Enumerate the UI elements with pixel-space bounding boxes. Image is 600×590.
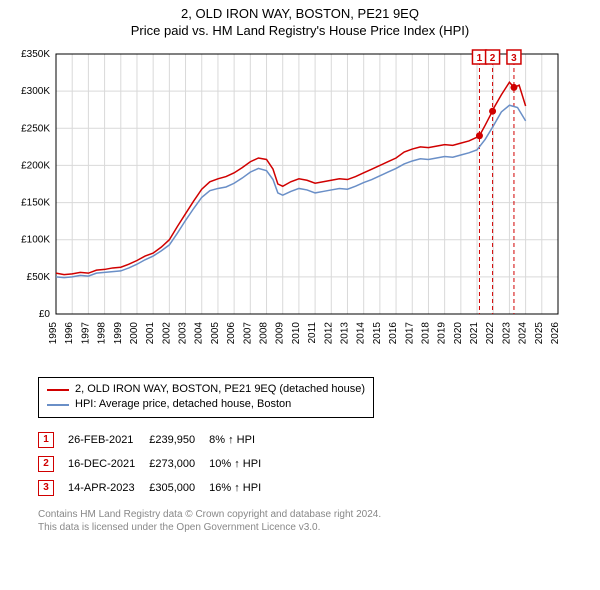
chart-title: 2, OLD IRON WAY, BOSTON, PE21 9EQ bbox=[8, 6, 592, 21]
marker-table-row: 3 14-APR-2023£305,00016% ↑ HPI bbox=[38, 476, 275, 500]
marker-table-number-box: 1 bbox=[38, 432, 54, 448]
marker-table: 1 26-FEB-2021£239,9508% ↑ HPI 2 16-DEC-2021… bbox=[38, 428, 275, 500]
footer-attribution: Contains HM Land Registry data © Crown c… bbox=[38, 508, 592, 535]
x-tick-label: 2023 bbox=[501, 322, 512, 345]
x-tick-label: 1995 bbox=[48, 322, 59, 345]
marker-number: 1 bbox=[477, 53, 483, 64]
marker-delta: 8% ↑ HPI bbox=[209, 428, 275, 452]
marker-delta: 10% ↑ HPI bbox=[209, 452, 275, 476]
x-tick-label: 1997 bbox=[80, 322, 91, 345]
x-tick-label: 2000 bbox=[129, 322, 140, 345]
marker-table-number-box: 2 bbox=[38, 456, 54, 472]
footer-line-2: This data is licensed under the Open Gov… bbox=[38, 521, 592, 535]
x-tick-label: 2017 bbox=[404, 322, 415, 345]
legend-row: HPI: Average price, detached house, Bost… bbox=[47, 397, 365, 412]
x-tick-label: 2020 bbox=[453, 322, 464, 345]
x-tick-label: 2001 bbox=[145, 322, 156, 345]
y-tick-label: £0 bbox=[39, 309, 51, 320]
legend-swatch bbox=[47, 389, 69, 391]
x-tick-label: 2007 bbox=[242, 322, 253, 345]
x-tick-label: 2011 bbox=[307, 322, 318, 344]
marker-price: £273,000 bbox=[149, 452, 209, 476]
legend-swatch bbox=[47, 404, 69, 406]
x-tick-label: 1996 bbox=[64, 322, 75, 345]
y-tick-label: £100K bbox=[21, 235, 50, 246]
legend-label: 2, OLD IRON WAY, BOSTON, PE21 9EQ (detac… bbox=[75, 382, 365, 397]
x-tick-label: 2005 bbox=[210, 322, 221, 345]
marker-number: 2 bbox=[490, 53, 496, 64]
footer-line-1: Contains HM Land Registry data © Crown c… bbox=[38, 508, 592, 522]
legend-box: 2, OLD IRON WAY, BOSTON, PE21 9EQ (detac… bbox=[38, 377, 374, 418]
x-tick-label: 2016 bbox=[388, 322, 399, 345]
y-tick-label: £150K bbox=[21, 198, 50, 209]
marker-price: £239,950 bbox=[149, 428, 209, 452]
marker-point bbox=[489, 108, 496, 115]
marker-point bbox=[476, 132, 483, 139]
x-tick-label: 2012 bbox=[323, 322, 334, 345]
x-tick-label: 2013 bbox=[339, 322, 350, 345]
x-tick-label: 2014 bbox=[356, 322, 367, 345]
marker-point bbox=[510, 84, 517, 91]
marker-table-number-box: 3 bbox=[38, 480, 54, 496]
legend-row: 2, OLD IRON WAY, BOSTON, PE21 9EQ (detac… bbox=[47, 382, 365, 397]
y-tick-label: £350K bbox=[21, 49, 50, 60]
x-tick-label: 2010 bbox=[291, 322, 302, 345]
x-tick-label: 2022 bbox=[485, 322, 496, 345]
x-tick-label: 2024 bbox=[518, 322, 529, 345]
x-tick-label: 2025 bbox=[534, 322, 545, 345]
x-tick-label: 2026 bbox=[550, 322, 561, 345]
marker-delta: 16% ↑ HPI bbox=[209, 476, 275, 500]
x-tick-label: 2018 bbox=[420, 322, 431, 345]
marker-date: 14-APR-2023 bbox=[68, 476, 149, 500]
x-tick-label: 1998 bbox=[97, 322, 108, 345]
x-tick-label: 1999 bbox=[113, 322, 124, 345]
marker-number: 3 bbox=[511, 53, 517, 64]
x-tick-label: 2006 bbox=[226, 322, 237, 345]
marker-date: 16-DEC-2021 bbox=[68, 452, 149, 476]
x-tick-label: 2008 bbox=[259, 322, 270, 345]
x-tick-label: 2003 bbox=[178, 322, 189, 345]
marker-table-row: 1 26-FEB-2021£239,9508% ↑ HPI bbox=[38, 428, 275, 452]
x-tick-label: 2019 bbox=[437, 322, 448, 345]
x-tick-label: 2021 bbox=[469, 322, 480, 345]
line-chart-svg: £0 £50K £100K £150K £200K £250K £300K £350K 1995… bbox=[8, 44, 568, 364]
marker-price: £305,000 bbox=[149, 476, 209, 500]
x-tick-label: 2004 bbox=[194, 322, 205, 345]
x-tick-label: 2015 bbox=[372, 322, 383, 345]
y-tick-label: £200K bbox=[21, 160, 50, 171]
marker-date: 26-FEB-2021 bbox=[68, 428, 149, 452]
x-tick-label: 2009 bbox=[275, 322, 286, 345]
chart-area: £0 £50K £100K £150K £200K £250K £300K £350K 1995… bbox=[8, 44, 592, 369]
chart-subtitle: Price paid vs. HM Land Registry's House … bbox=[8, 23, 592, 38]
legend-label: HPI: Average price, detached house, Bost… bbox=[75, 397, 291, 412]
y-tick-label: £300K bbox=[21, 86, 50, 97]
x-tick-label: 2002 bbox=[161, 322, 172, 345]
marker-table-row: 2 16-DEC-2021£273,00010% ↑ HPI bbox=[38, 452, 275, 476]
y-tick-label: £250K bbox=[21, 123, 50, 134]
y-tick-label: £50K bbox=[27, 272, 51, 283]
